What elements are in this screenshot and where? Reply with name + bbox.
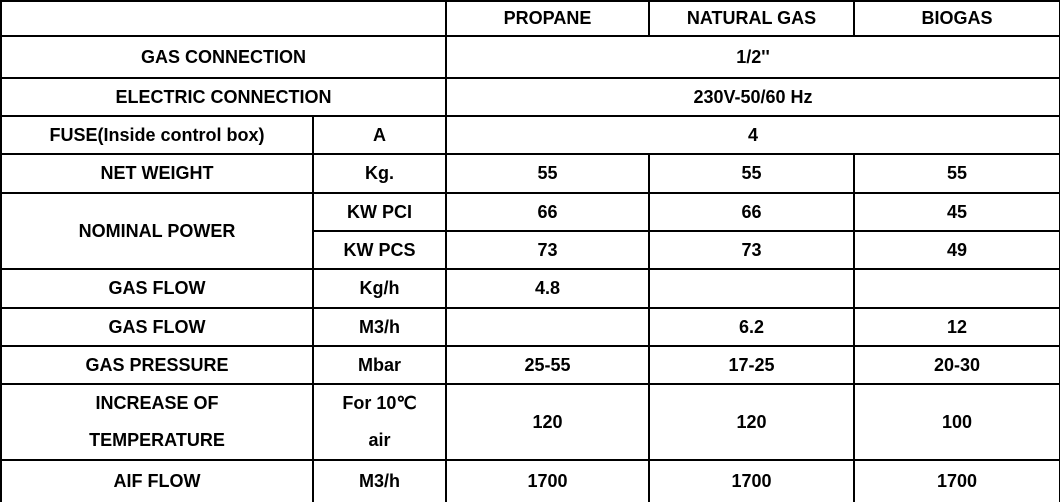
table-row-gas-flow-m3: GAS FLOW M3/h 6.2 12 [0,307,1060,347]
row-label-net-weight: NET WEIGHT [0,153,314,194]
cell-kw-pcs-biogas: 49 [853,230,1060,270]
table-row-electric-connection: ELECTRIC CONNECTION 230V-50/60 Hz [0,77,1060,117]
cell-increase-propane: 120 [445,383,650,461]
table-row-increase-of-temperature: INCREASE OF TEMPERATURE For 10℃ air 120 … [0,383,1060,461]
unit-gas-pressure: Mbar [312,345,447,385]
nominal-power-label-text: NOMINAL POWER [78,220,236,241]
cell-gas-flow-m3-biogas: 12 [853,307,1060,347]
row-label-electric-connection: ELECTRIC CONNECTION [0,77,447,117]
cell-net-weight-biogas: 55 [853,153,1060,194]
table-row-aif-flow: AIF FLOW M3/h 1700 1700 1700 [0,459,1060,502]
cell-electric-connection-value: 230V-50/60 Hz [445,77,1060,117]
unit-kw-pcs: KW PCS [312,230,447,270]
table-row-nominal-power-pci: NOMINAL POWER KW PCI 66 66 45 [0,192,1060,270]
row-label-aif-flow: AIF FLOW [0,459,314,502]
cell-gas-flow-m3-natural-gas: 6.2 [648,307,855,347]
row-label-gas-connection: GAS CONNECTION [0,35,447,79]
table-row-net-weight: NET WEIGHT Kg. 55 55 55 [0,153,1060,194]
cell-gas-pressure-biogas: 20-30 [853,345,1060,385]
cell-kw-pci-natural-gas: 66 [648,192,855,232]
cell-kw-pci-propane: 66 [445,192,650,232]
cell-gas-pressure-propane: 25-55 [445,345,650,385]
cell-gas-connection-value: 1/2'' [445,35,1060,79]
cell-kw-pcs-propane: 73 [445,230,650,270]
cell-kw-pcs-natural-gas: 73 [648,230,855,270]
cell-net-weight-propane: 55 [445,153,650,194]
column-header-natural-gas: NATURAL GAS [648,0,855,37]
unit-gas-flow-kg: Kg/h [312,268,447,309]
unit-increase-of-temperature: For 10℃ air [312,383,447,461]
cell-increase-biogas: 100 [853,383,1060,461]
unit-kw-pci: KW PCI [312,192,447,232]
row-label-gas-flow-kg: GAS FLOW [0,268,314,309]
row-label-increase-of-temperature: INCREASE OF TEMPERATURE [0,383,314,461]
cell-gas-flow-kg-propane: 4.8 [445,268,650,309]
increase-unit-line1: For 10℃ [342,393,417,413]
unit-gas-flow-m3: M3/h [312,307,447,347]
cell-gas-flow-kg-natural-gas [648,268,855,309]
header-empty-cell [0,0,447,37]
row-label-gas-pressure: GAS PRESSURE [0,345,314,385]
cell-gas-pressure-natural-gas: 17-25 [648,345,855,385]
table-row-nominal-power-pcs: KW PCS 73 73 49 [1,230,1060,270]
cell-increase-natural-gas: 120 [648,383,855,461]
increase-label-line2: TEMPERATURE [89,430,225,450]
cell-fuse-value: 4 [445,115,1060,155]
cell-aif-flow-propane: 1700 [445,459,650,502]
cell-aif-flow-biogas: 1700 [853,459,1060,502]
unit-aif-flow: M3/h [312,459,447,502]
cell-gas-flow-kg-biogas [853,268,1060,309]
column-header-propane: PROPANE [445,0,650,37]
cell-aif-flow-natural-gas: 1700 [648,459,855,502]
cell-net-weight-natural-gas: 55 [648,153,855,194]
unit-net-weight: Kg. [312,153,447,194]
row-label-fuse: FUSE(Inside control box) [0,115,314,155]
row-label-gas-flow-m3: GAS FLOW [0,307,314,347]
column-header-biogas: BIOGAS [853,0,1060,37]
table-row-gas-flow-kg: GAS FLOW Kg/h 4.8 [0,268,1060,309]
table-row-fuse: FUSE(Inside control box) A 4 [0,115,1060,155]
cell-gas-flow-m3-propane [445,307,650,347]
table-row-header: PROPANE NATURAL GAS BIOGAS [0,0,1060,37]
unit-fuse: A [312,115,447,155]
cell-kw-pci-biogas: 45 [853,192,1060,232]
increase-label-line1: INCREASE OF [95,393,219,413]
table-row-gas-pressure: GAS PRESSURE Mbar 25-55 17-25 20-30 [0,345,1060,385]
table-row-gas-connection: GAS CONNECTION 1/2'' [0,35,1060,79]
increase-unit-line2: air [368,430,391,450]
row-label-nominal-power: NOMINAL POWER [0,192,314,270]
